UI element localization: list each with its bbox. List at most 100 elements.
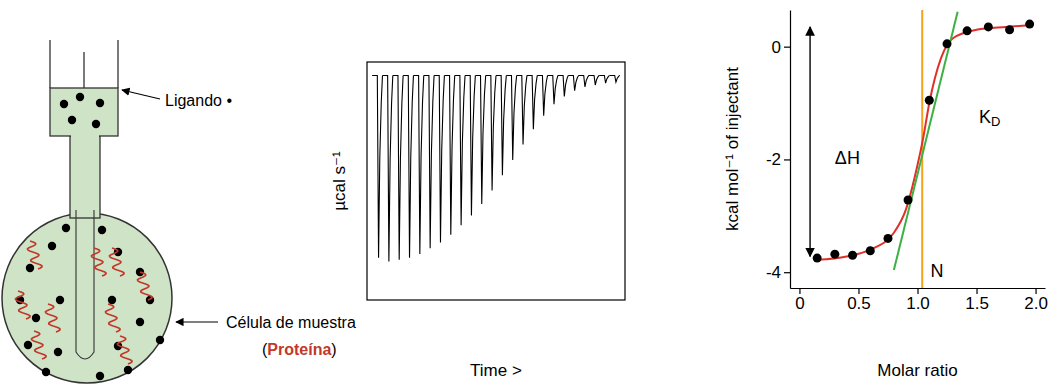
injection-peak <box>455 75 465 225</box>
protein <box>137 272 152 300</box>
syringe-needle <box>70 136 100 218</box>
data-point <box>830 250 839 259</box>
injection-peak <box>517 75 527 144</box>
ligand-dot <box>24 341 32 349</box>
tangent-line <box>894 12 958 270</box>
ligand-dot <box>62 224 70 232</box>
injection-peak <box>413 75 423 254</box>
x-axis-title: Molar ratio <box>877 361 957 380</box>
figure: Ligando •Célula de muestra(Proteína)µcal… <box>0 0 1063 392</box>
injection-peak <box>589 75 599 85</box>
delta-h-arrow <box>809 27 810 257</box>
tick-label: -4 <box>766 263 781 282</box>
ligand-dot <box>26 264 34 272</box>
protein <box>45 304 60 332</box>
injection-peak <box>548 75 558 104</box>
annotation: N <box>930 261 943 281</box>
syringe-reservoir <box>50 88 118 136</box>
injection-peak <box>558 75 568 96</box>
annotation-text: K <box>979 106 991 126</box>
tick-label: 2.0 <box>1024 294 1048 313</box>
isotherm: 00.51.01.52.0-4-20ΔHKDNkcal mol⁻¹ of inj… <box>723 10 1048 380</box>
tick: 0 <box>795 288 804 313</box>
injection-peak <box>496 75 506 175</box>
ligand-dot <box>56 296 64 304</box>
x-axis-title: Time > <box>470 361 522 380</box>
itc-diagram: Ligando • Célula de muestra (Proteína) <box>2 40 356 383</box>
tick: 0.5 <box>847 288 871 313</box>
tick-mark <box>784 272 790 273</box>
sample-cell <box>2 213 172 383</box>
ligand-dot <box>108 296 116 304</box>
protein <box>15 291 30 319</box>
tick-label: -2 <box>766 150 781 169</box>
injection-peak <box>610 75 620 82</box>
tick-label: 0 <box>795 294 804 313</box>
tick: 0 <box>772 38 790 57</box>
injection-peak <box>434 75 444 242</box>
annotation-subscript: D <box>991 114 1000 129</box>
thermogram: µcal s⁻¹ Time > <box>330 62 625 380</box>
protein <box>31 331 46 359</box>
y-axis-title: µcal s⁻¹ <box>330 151 349 211</box>
protein <box>109 248 124 276</box>
cell-content-label: (Proteína) <box>262 341 337 358</box>
data-point <box>848 251 857 260</box>
injection-peak <box>403 75 413 257</box>
ligand-dot <box>156 336 164 344</box>
annotation-text: ΔH <box>835 148 860 168</box>
injection-peak <box>372 75 382 257</box>
tick-label: 0 <box>772 38 781 57</box>
injection-peak <box>537 75 547 115</box>
injection-peak <box>424 75 434 248</box>
annotation: ΔH <box>835 148 860 168</box>
ligand-dot <box>42 368 50 376</box>
injection-peak <box>568 75 578 90</box>
ligand-dot <box>92 120 100 128</box>
ligand-dot <box>96 372 104 380</box>
protein <box>27 241 42 269</box>
injection-peak <box>599 75 609 83</box>
ligand-dot <box>124 366 132 374</box>
syringe-wall <box>117 40 118 88</box>
tick: 1.5 <box>965 288 989 313</box>
tick-mark <box>784 159 790 160</box>
injection-peak <box>393 75 403 259</box>
ligand-label: Ligando • <box>165 92 232 109</box>
label-arrow <box>176 321 218 322</box>
protein <box>117 336 132 364</box>
injection-peak <box>486 75 496 190</box>
cell-label: Célula de muestra <box>226 314 356 331</box>
ligand-dot <box>32 314 40 322</box>
protein <box>105 304 120 332</box>
data-point <box>883 234 892 243</box>
injection-peak <box>382 75 392 261</box>
label-arrow <box>122 90 160 99</box>
data-point <box>813 254 822 263</box>
plot-marks <box>813 10 1035 288</box>
paren: ) <box>331 341 336 358</box>
injection-peak <box>465 75 475 215</box>
ligand-dot <box>96 99 104 107</box>
fit-curve <box>817 25 1029 260</box>
data-point <box>866 246 875 255</box>
syringe-wall <box>49 40 50 88</box>
axis-line <box>790 11 791 289</box>
tick-mark <box>784 47 790 48</box>
protein-label: Proteína <box>267 341 331 358</box>
injection-peak <box>506 75 516 159</box>
x-axis: 00.51.01.52.0 <box>791 288 1048 313</box>
ligand-dot <box>98 226 106 234</box>
data-point <box>1025 20 1034 29</box>
data-point <box>904 196 913 205</box>
tick: -4 <box>766 263 790 282</box>
data-point <box>1005 25 1014 34</box>
ligand-dot <box>76 93 84 101</box>
annotation: KD <box>979 106 1000 129</box>
tick: -2 <box>766 150 790 169</box>
syringe-plunger <box>83 52 84 88</box>
y-axis: -4 -2 0 <box>766 11 791 289</box>
syringe-joint <box>71 134 99 138</box>
plot-frame <box>367 62 625 300</box>
ligand-dot <box>54 348 62 356</box>
